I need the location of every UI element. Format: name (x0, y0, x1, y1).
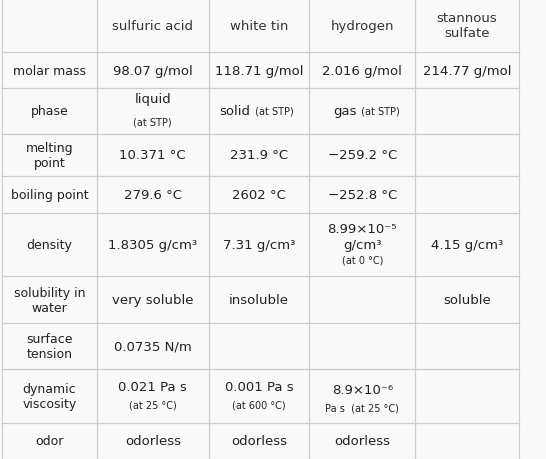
Text: 10.371 °C: 10.371 °C (120, 149, 186, 162)
Text: liquid: liquid (134, 93, 171, 106)
Text: solid: solid (219, 105, 251, 118)
Text: 0.001 Pa s: 0.001 Pa s (224, 381, 293, 393)
Text: 98.07 g/mol: 98.07 g/mol (113, 64, 193, 78)
Text: solubility in
water: solubility in water (14, 286, 85, 314)
Text: soluble: soluble (443, 293, 491, 306)
Text: 2602 °C: 2602 °C (232, 189, 286, 202)
Text: hydrogen: hydrogen (330, 20, 394, 33)
Text: density: density (26, 238, 72, 251)
Text: 4.15 g/cm³: 4.15 g/cm³ (431, 238, 503, 251)
Text: 118.71 g/mol: 118.71 g/mol (215, 64, 303, 78)
Text: (at STP): (at STP) (133, 117, 172, 127)
Text: stannous
sulfate: stannous sulfate (437, 12, 497, 40)
Text: dynamic
viscosity: dynamic viscosity (22, 382, 76, 410)
Text: sulfuric acid: sulfuric acid (112, 20, 193, 33)
Text: phase: phase (31, 105, 68, 118)
Text: −252.8 °C: −252.8 °C (328, 189, 397, 202)
Text: g/cm³: g/cm³ (343, 238, 382, 251)
Text: odor: odor (35, 434, 63, 448)
Text: white tin: white tin (230, 20, 288, 33)
Text: Pa s  (at 25 °C): Pa s (at 25 °C) (325, 403, 399, 413)
Text: gas: gas (334, 105, 357, 118)
Text: molar mass: molar mass (13, 64, 86, 78)
Text: melting
point: melting point (26, 142, 73, 169)
Text: 0.021 Pa s: 0.021 Pa s (118, 381, 187, 393)
Text: odorless: odorless (231, 434, 287, 448)
Text: 2.016 g/mol: 2.016 g/mol (322, 64, 402, 78)
Text: (at STP): (at STP) (252, 106, 294, 117)
Text: (at 25 °C): (at 25 °C) (129, 400, 177, 410)
Text: insoluble: insoluble (229, 293, 289, 306)
Text: (at 0 °C): (at 0 °C) (342, 255, 383, 265)
Text: 279.6 °C: 279.6 °C (124, 189, 182, 202)
Text: surface
tension: surface tension (26, 332, 73, 360)
Text: 8.99×10⁻⁵: 8.99×10⁻⁵ (328, 223, 397, 235)
Text: odorless: odorless (125, 434, 181, 448)
Text: odorless: odorless (334, 434, 390, 448)
Text: −259.2 °C: −259.2 °C (328, 149, 397, 162)
Text: 231.9 °C: 231.9 °C (230, 149, 288, 162)
Text: 7.31 g/cm³: 7.31 g/cm³ (223, 238, 295, 251)
Text: (at 600 °C): (at 600 °C) (232, 400, 286, 410)
Text: 0.0735 N/m: 0.0735 N/m (114, 340, 192, 353)
Text: 1.8305 g/cm³: 1.8305 g/cm³ (108, 238, 197, 251)
Text: 8.9×10⁻⁶: 8.9×10⁻⁶ (332, 384, 393, 397)
Text: 214.77 g/mol: 214.77 g/mol (423, 64, 512, 78)
Text: very soluble: very soluble (112, 293, 193, 306)
Text: (at STP): (at STP) (358, 106, 400, 117)
Text: boiling point: boiling point (10, 189, 88, 202)
